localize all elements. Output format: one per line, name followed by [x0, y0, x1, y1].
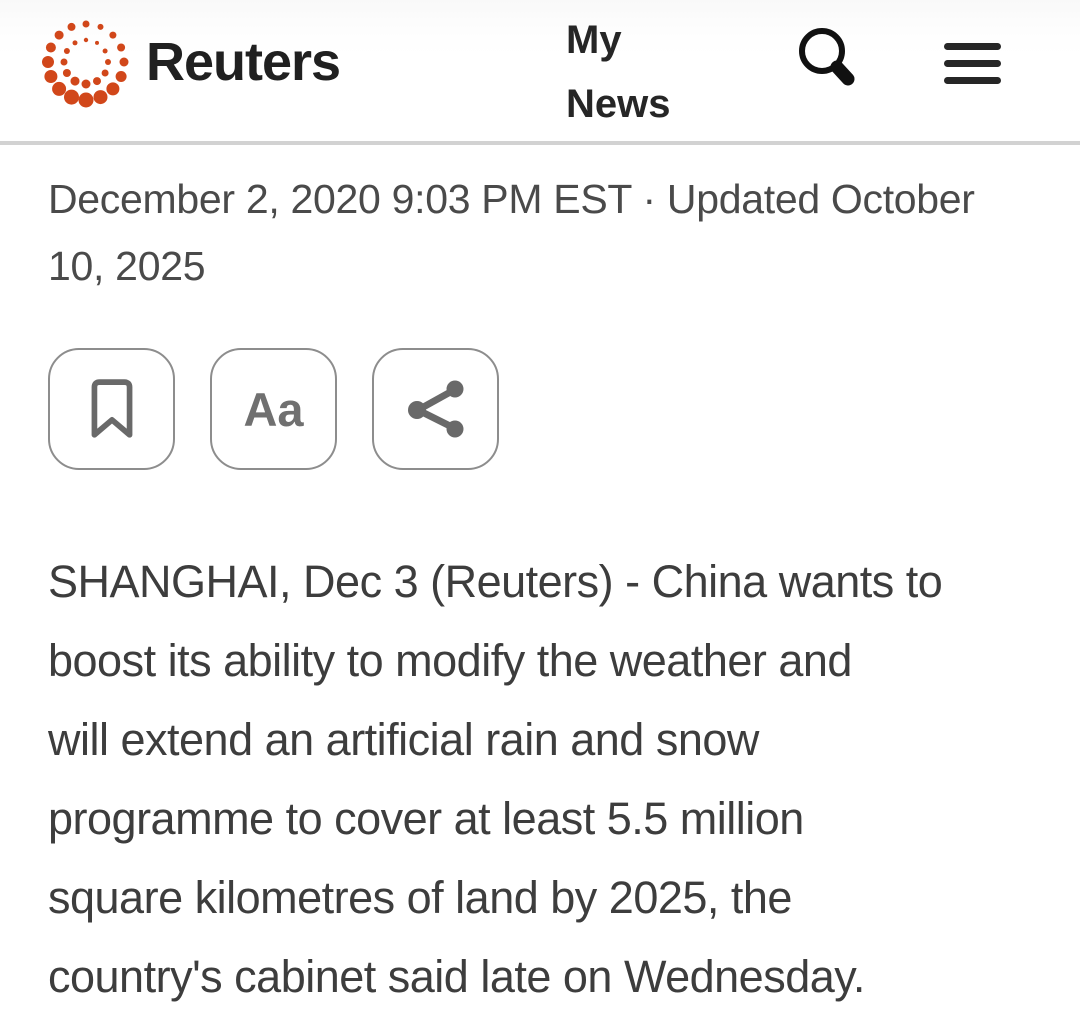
article-timestamp: December 2, 2020 9:03 PM EST · Updated O… — [48, 176, 975, 289]
share-icon — [407, 380, 463, 438]
bookmark-button[interactable] — [48, 348, 175, 470]
reuters-dotted-circle-icon — [42, 20, 129, 108]
text-size-button[interactable]: Aa — [210, 348, 337, 470]
my-news-link[interactable]: My News — [566, 18, 671, 126]
app-header: Reuters My News — [0, 0, 1080, 145]
search-icon — [799, 28, 855, 86]
reuters-wordmark: Reuters — [146, 32, 341, 92]
menu-button[interactable] — [941, 34, 1003, 92]
reuters-logo[interactable]: Reuters — [38, 12, 341, 112]
article-body: SHANGHAI, Dec 3 (Reuters) - China wants … — [48, 556, 943, 1002]
search-button[interactable] — [788, 20, 868, 100]
article-toolbar: Aa — [48, 348, 1032, 470]
share-button[interactable] — [372, 348, 499, 470]
article: December 2, 2020 9:03 PM EST · Updated O… — [0, 166, 1080, 1016]
bookmark-icon — [91, 379, 132, 438]
hamburger-icon — [943, 42, 1001, 84]
text-size-aa-icon: Aa — [243, 382, 304, 436]
